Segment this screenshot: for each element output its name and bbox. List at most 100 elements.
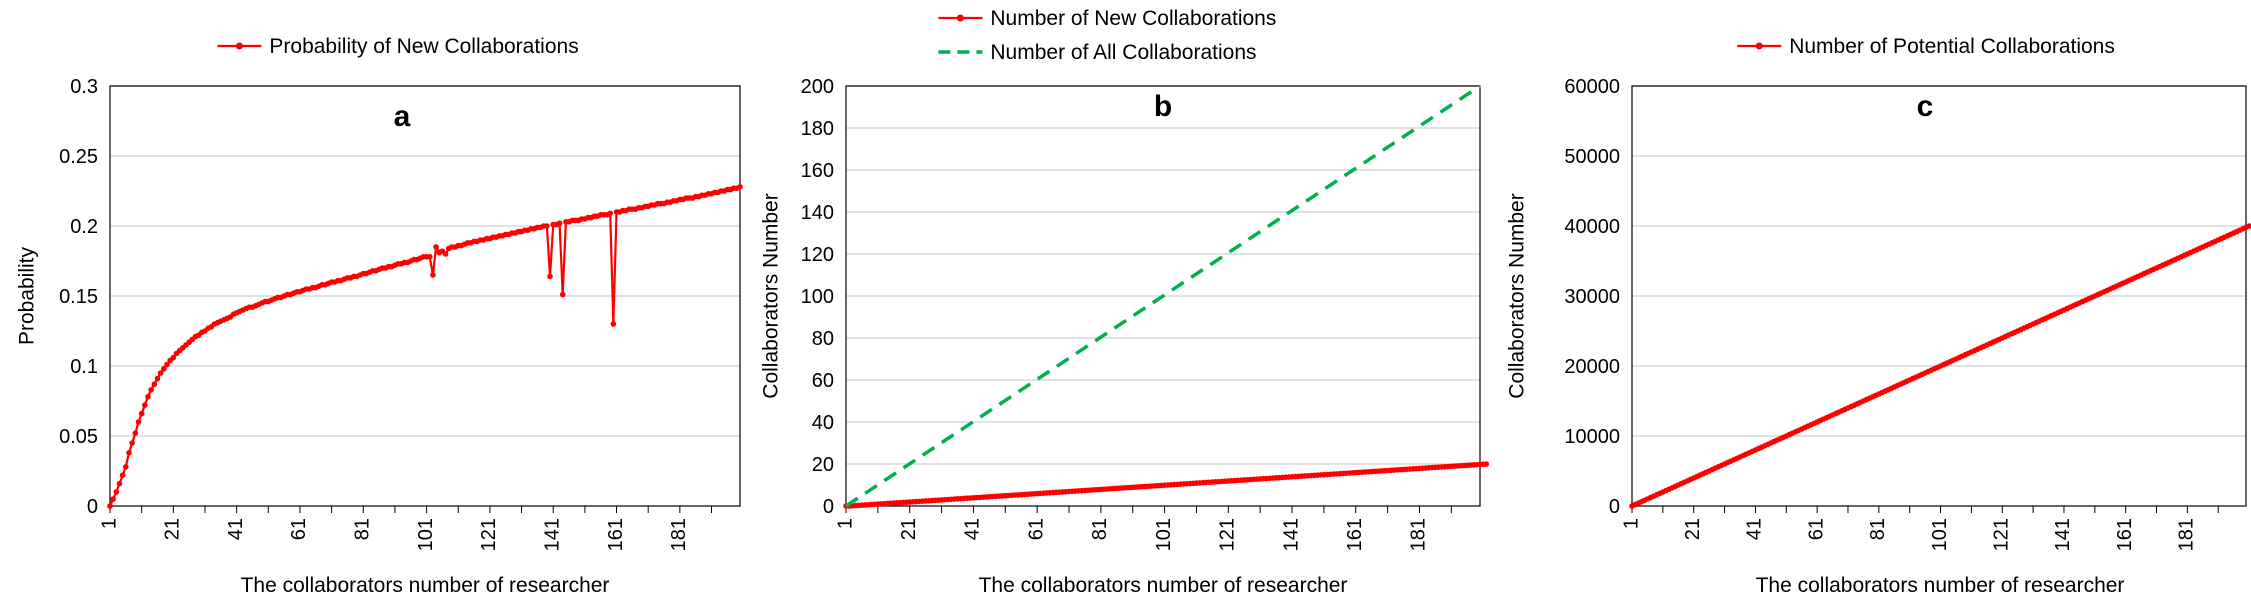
- x-tick-label: 41: [962, 518, 984, 540]
- y-tick-label: 60: [812, 370, 834, 392]
- series-0: [1629, 223, 2251, 509]
- plot-frame: [1631, 85, 2247, 507]
- data-point: [157, 370, 164, 376]
- x-tick-label: 141: [1280, 518, 1302, 551]
- legend-label: Probability of New Collaborations: [269, 35, 578, 58]
- x-axis-title: The collaborators number of researcher: [1756, 574, 2125, 597]
- x-tick-label: 61: [288, 518, 310, 540]
- plot-frame: [109, 85, 741, 507]
- data-point: [547, 273, 553, 280]
- legend-label: Number of New Collaborations: [990, 7, 1276, 30]
- panel-label: b: [1154, 90, 1172, 123]
- y-tick-label: 40: [812, 412, 834, 434]
- data-point: [154, 375, 161, 382]
- data-point: [433, 244, 439, 250]
- x-tick-label: 1: [834, 518, 856, 529]
- y-tick-label: 160: [801, 160, 834, 182]
- y-tick-label: 120: [801, 244, 834, 266]
- x-tick-label: 101: [1153, 518, 1175, 551]
- x-tick-label: 121: [1217, 518, 1239, 551]
- y-tick-label: 80: [812, 328, 834, 350]
- data-point: [132, 430, 139, 437]
- series-1: [845, 84, 1481, 508]
- y-tick-label: 50000: [1564, 146, 1620, 168]
- data-point: [164, 361, 170, 368]
- series-0: [107, 184, 743, 509]
- x-tick-label: 161: [2114, 518, 2136, 551]
- chart-panel-c: 0 10000 20000 30000 40000 50000 60000 1 21 41 61 81…: [1500, 0, 2251, 600]
- x-tick-label: 141: [541, 518, 563, 551]
- x-tick-label: 1: [1620, 518, 1642, 529]
- x-tick-label: 161: [605, 518, 627, 551]
- y-tick-label: 10000: [1564, 426, 1620, 448]
- legend: Number of New Collaborations Number of Al…: [938, 7, 1276, 64]
- x-tick-label: 41: [1744, 518, 1766, 540]
- y-tick-label: 30000: [1564, 286, 1620, 308]
- x-tick-label: 61: [1805, 518, 1827, 540]
- y-axis-title: Collaborators Number: [1506, 193, 1529, 398]
- series-line: [108, 185, 741, 507]
- legend-marker: [956, 14, 964, 22]
- y-tick-label: 40000: [1564, 216, 1620, 238]
- panel-label: c: [1917, 90, 1934, 123]
- data-point: [126, 450, 132, 456]
- data-point: [129, 440, 135, 446]
- data-point: [135, 419, 142, 425]
- y-axis-title: Collaborators Number: [760, 193, 783, 398]
- x-tick-label: 101: [415, 518, 437, 551]
- data-point: [559, 291, 566, 298]
- x-tick-label: 21: [1682, 518, 1704, 540]
- data-point: [151, 381, 158, 388]
- data-point: [737, 184, 743, 190]
- data-point: [1483, 461, 1490, 467]
- y-tick-label: 0.25: [59, 146, 98, 168]
- y-tick-label: 20000: [1564, 356, 1620, 378]
- x-tick-label: 181: [668, 518, 690, 551]
- x-tick-label: 1: [98, 518, 120, 529]
- data-point: [161, 366, 167, 372]
- x-tick-label: 181: [1408, 518, 1430, 551]
- data-point: [430, 272, 436, 278]
- x-tick-label: 161: [1344, 518, 1366, 551]
- y-tick-label: 0.3: [70, 76, 98, 98]
- plot-frame: [845, 85, 1481, 507]
- data-point: [2246, 223, 2251, 229]
- x-tick-label: 141: [2052, 518, 2074, 551]
- y-tick-label: 0.2: [70, 216, 98, 238]
- y-tick-label: 0.15: [59, 286, 98, 308]
- data-point: [107, 503, 113, 509]
- data-point: [426, 253, 433, 260]
- data-point: [113, 489, 120, 495]
- data-point: [170, 354, 177, 361]
- y-tick-label: 0: [1609, 496, 1620, 518]
- data-point: [610, 321, 617, 327]
- y-tick-label: 140: [801, 202, 834, 224]
- x-tick-label: 121: [1991, 518, 2013, 551]
- y-tick-label: 0.05: [59, 426, 98, 448]
- data-point: [138, 410, 145, 417]
- data-point: [123, 464, 129, 470]
- legend-label: Number of Potential Collaborations: [1789, 35, 2115, 58]
- x-tick-label: 21: [898, 518, 920, 540]
- series-line: [845, 84, 1481, 508]
- data-point: [119, 472, 126, 479]
- legend-marker: [1755, 42, 1763, 50]
- data-point: [556, 220, 563, 226]
- data-point: [110, 496, 116, 502]
- legend: Number of Potential Collaborations: [1737, 35, 2115, 58]
- x-axis-title: The collaborators number of researcher: [979, 574, 1348, 597]
- data-point: [544, 223, 550, 229]
- data-point: [607, 210, 613, 217]
- y-tick-label: 0: [823, 496, 834, 518]
- series-0: [843, 461, 1490, 509]
- x-tick-label: 181: [2176, 518, 2198, 551]
- y-axis-title: Probability: [16, 246, 39, 345]
- data-point: [442, 251, 449, 257]
- y-tick-label: 60000: [1564, 76, 1620, 98]
- y-tick-label: 0.1: [70, 356, 98, 378]
- y-tick-label: 100: [801, 286, 834, 308]
- x-tick-label: 101: [1929, 518, 1951, 551]
- y-tick-label: 200: [801, 76, 834, 98]
- y-tick-label: 180: [801, 118, 834, 140]
